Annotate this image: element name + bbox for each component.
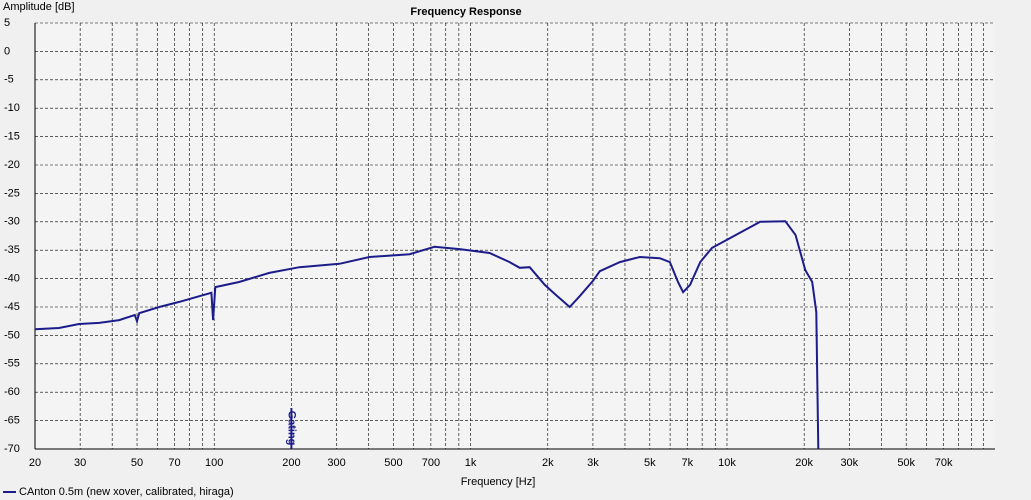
y-tick-label: -55 bbox=[4, 358, 20, 370]
y-tick-label: -60 bbox=[4, 386, 20, 398]
y-tick-label: -15 bbox=[4, 131, 20, 143]
x-tick-label: 100 bbox=[205, 457, 223, 469]
y-tick-label: -45 bbox=[4, 301, 20, 313]
x-tick-label: 50 bbox=[131, 457, 143, 469]
x-tick-label: 30 bbox=[74, 457, 86, 469]
x-tick-label: 10k bbox=[718, 457, 736, 469]
y-tick-label: -35 bbox=[4, 244, 20, 256]
plot-area bbox=[35, 23, 995, 449]
x-tick-label: 70k bbox=[935, 457, 953, 469]
y-tick-label: -25 bbox=[4, 187, 20, 199]
chart-title: Frequency Response bbox=[410, 6, 521, 18]
x-tick-label: 7k bbox=[681, 457, 693, 469]
x-axis-label: Frequency [Hz] bbox=[461, 476, 536, 488]
y-tick-label: -70 bbox=[4, 443, 20, 455]
y-tick-label: 5 bbox=[4, 17, 10, 29]
y-tick-label: -40 bbox=[4, 273, 20, 285]
y-tick-label: 0 bbox=[4, 45, 10, 57]
x-tick-label: 30k bbox=[840, 457, 858, 469]
y-tick-label: -20 bbox=[4, 159, 20, 171]
x-tick-label: 20 bbox=[29, 457, 41, 469]
series-line bbox=[34, 220, 820, 450]
legend-label: CAnton 0.5m (new xover, calibrated, hira… bbox=[19, 486, 234, 498]
x-tick-label: 300 bbox=[327, 457, 345, 469]
x-tick-label: 5k bbox=[644, 457, 656, 469]
x-tick-label: 500 bbox=[384, 457, 402, 469]
x-tick-label: 70 bbox=[168, 457, 180, 469]
x-tick-label: 20k bbox=[795, 457, 813, 469]
y-axis-label: Amplitude [dB] bbox=[3, 1, 75, 13]
x-tick-label: 700 bbox=[422, 457, 440, 469]
x-tick-label: 1k bbox=[465, 457, 477, 469]
x-tick-label: 2k bbox=[542, 457, 554, 469]
y-tick-label: -30 bbox=[4, 216, 20, 228]
y-tick-label: -10 bbox=[4, 102, 20, 114]
annotation-label: Gating bbox=[285, 411, 297, 446]
x-tick-label: 50k bbox=[897, 457, 915, 469]
x-tick-label: 3k bbox=[587, 457, 599, 469]
x-tick-label: 200 bbox=[282, 457, 300, 469]
y-tick-label: -50 bbox=[4, 329, 20, 341]
y-tick-label: -65 bbox=[4, 415, 20, 427]
y-tick-label: -5 bbox=[4, 74, 14, 86]
